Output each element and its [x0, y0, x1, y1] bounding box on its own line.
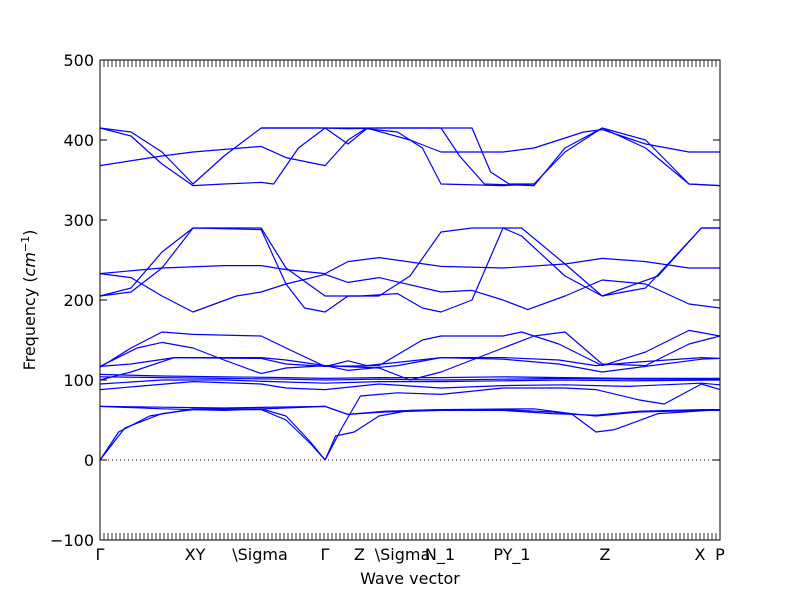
band-line-6 [324, 383, 721, 461]
plot-area [100, 60, 720, 540]
y-tick-label: 500 [63, 51, 94, 70]
x-tick-label: Z [354, 545, 365, 564]
band-line-18 [99, 257, 720, 275]
band-line-8 [99, 379, 721, 385]
x-tick-label: \Sigma [375, 545, 431, 564]
band-line-21 [99, 127, 721, 187]
y-tick-label: 100 [63, 371, 94, 390]
band-line-10 [99, 373, 720, 379]
band-line-22 [261, 127, 535, 187]
x-tick-label: PY_1 [493, 545, 530, 565]
band-line-17 [99, 273, 721, 313]
y-tick-label: 200 [63, 291, 94, 310]
x-tick-label: XY [185, 545, 206, 564]
y-tick-label: −100 [50, 531, 94, 550]
y-axis-ticks: −100 0 100 200 300 400 500 [50, 51, 720, 550]
band-line-16 [99, 227, 720, 313]
band-line-2 [99, 408, 326, 461]
y-axis-label: Frequency (cm−1) [19, 230, 40, 371]
y-axis-label-text: Frequency [20, 288, 39, 371]
y-tick-label: 0 [84, 451, 94, 470]
band-line-5 [324, 408, 721, 461]
x-tick-label: \Sigma [232, 545, 288, 564]
band-line-13 [99, 331, 721, 381]
y-tick-label: 300 [63, 211, 94, 230]
band-line-9 [99, 376, 720, 381]
band-line-7 [99, 381, 721, 391]
band-line-4 [99, 405, 720, 416]
y-tick-label: 400 [63, 131, 94, 150]
x-tick-label: Z [600, 545, 611, 564]
plot-background [100, 60, 720, 540]
y-axis-label-unit-exp: −1 [19, 236, 32, 252]
y-axis-label-paren-open: ( [20, 276, 39, 287]
x-tick-label: X [694, 545, 705, 564]
x-tick-label: Γ [321, 545, 330, 564]
band-line-14 [99, 329, 721, 368]
y-axis-label-unit: cm [20, 252, 39, 276]
x-tick-label: N_1 [425, 545, 455, 565]
y-axis-label-paren-close: ) [20, 230, 39, 236]
x-tick-label: Γ [96, 545, 105, 564]
x-tick-label: P [715, 545, 725, 564]
x-axis-label: Wave vector [360, 569, 460, 588]
